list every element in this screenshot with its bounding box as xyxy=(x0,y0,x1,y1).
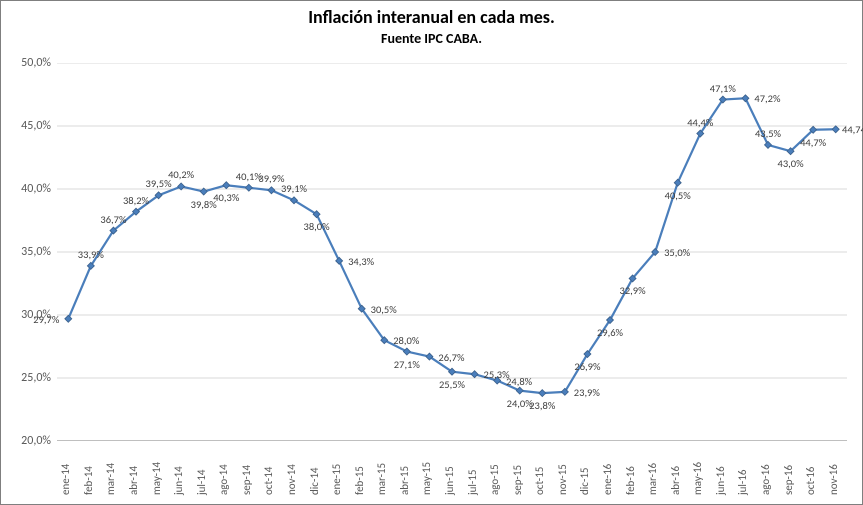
x-tick-label: feb-16 xyxy=(624,466,637,495)
y-tick-label: 50,0% xyxy=(21,56,51,70)
x-tick-label: sep-16 xyxy=(782,465,795,495)
y-tick-label: 20,0% xyxy=(21,434,51,448)
data-label: 44,7% xyxy=(800,136,826,149)
x-tick-label: jul-14 xyxy=(195,470,208,495)
x-tick-label: ago-14 xyxy=(217,464,230,495)
x-tick-label: ene-16 xyxy=(601,464,614,495)
x-tick-label: jun-16 xyxy=(714,466,727,495)
chart-subtitle: Fuente IPC CABA. xyxy=(1,31,862,48)
data-label: 38,0% xyxy=(304,220,330,233)
x-tick-label: nov-15 xyxy=(556,464,569,495)
data-label: 35,0% xyxy=(664,246,690,259)
x-tick-label: abr-16 xyxy=(669,466,682,495)
data-label: 26,7% xyxy=(438,351,464,364)
x-axis-labels: ene-14 feb-14 mar-14 abr-14 may-14 jun-14 jul-… xyxy=(57,445,847,501)
x-tick-label: jul-15 xyxy=(466,470,479,495)
data-label: 38,2% xyxy=(123,194,149,207)
data-label: 28,0% xyxy=(393,334,419,347)
plot-area: 20,0%25,0%30,0%35,0%40,0%45,0%50,0%29,7%… xyxy=(57,63,847,441)
x-tick-label: may-15 xyxy=(420,462,433,495)
data-label: 29,7% xyxy=(33,313,59,326)
x-tick-label: may-16 xyxy=(691,462,704,495)
data-label: 30,5% xyxy=(371,303,397,316)
x-tick-label: jun-14 xyxy=(172,466,185,495)
data-label: 40,3% xyxy=(213,191,239,204)
data-label: 47,1% xyxy=(710,82,736,95)
x-tick-label: nov-16 xyxy=(827,464,840,495)
data-label: 40,2% xyxy=(168,168,194,181)
data-label: 27,1% xyxy=(394,358,420,371)
y-tick-label: 45,0% xyxy=(21,119,51,133)
x-tick-label: nov-14 xyxy=(285,464,298,495)
x-tick-label: sep-14 xyxy=(240,465,253,495)
chart-container: Inflación interanual en cada mes. Fuente… xyxy=(0,0,863,505)
data-label: 26,9% xyxy=(574,360,600,373)
x-tick-label: jul-16 xyxy=(736,470,749,495)
data-label: 40,5% xyxy=(665,189,691,202)
x-tick-label: mar-14 xyxy=(104,463,117,495)
x-tick-label: sep-15 xyxy=(511,465,524,495)
data-label: 33,9% xyxy=(78,248,104,261)
y-tick-label: 40,0% xyxy=(21,182,51,196)
data-label: 43,0% xyxy=(778,157,804,170)
y-tick-label: 25,0% xyxy=(21,371,51,385)
chart-titles: Inflación interanual en cada mes. Fuente… xyxy=(1,1,862,47)
x-tick-label: may-14 xyxy=(150,462,163,495)
x-tick-label: mar-15 xyxy=(375,463,388,495)
x-tick-label: ene-14 xyxy=(59,464,72,495)
x-tick-label: dic-14 xyxy=(308,468,321,495)
data-label: 47,2% xyxy=(754,92,780,105)
x-tick-label: oct-15 xyxy=(533,467,546,495)
data-label: 36,7% xyxy=(100,213,126,226)
x-tick-label: mar-16 xyxy=(646,463,659,495)
x-tick-label: ago-16 xyxy=(759,464,772,495)
data-label: 23,8% xyxy=(529,399,555,412)
data-label: 44,4% xyxy=(687,116,713,129)
x-tick-label: oct-14 xyxy=(262,467,275,495)
data-label: 24,8% xyxy=(506,375,532,388)
data-label: 25,5% xyxy=(439,378,465,391)
chart-title: Inflación interanual en cada mes. xyxy=(1,7,862,29)
data-label: 34,3% xyxy=(348,255,374,268)
x-tick-label: dic-15 xyxy=(578,468,591,495)
x-tick-label: ago-15 xyxy=(488,464,501,495)
x-tick-label: oct-16 xyxy=(804,467,817,495)
y-tick-label: 35,0% xyxy=(21,245,51,259)
x-tick-label: abr-15 xyxy=(398,466,411,495)
data-label: 32,9% xyxy=(620,284,646,297)
x-tick-label: feb-14 xyxy=(82,466,95,495)
x-tick-label: jun-15 xyxy=(443,466,456,495)
data-label: 39,1% xyxy=(281,182,307,195)
data-label: 23,9% xyxy=(574,386,600,399)
data-label: 29,6% xyxy=(597,326,623,339)
x-tick-label: feb-15 xyxy=(353,466,366,495)
x-tick-label: ene-15 xyxy=(330,464,343,495)
x-tick-label: abr-14 xyxy=(127,466,140,495)
data-label: 44,74% xyxy=(842,123,863,136)
data-label: 43,5% xyxy=(755,127,781,140)
